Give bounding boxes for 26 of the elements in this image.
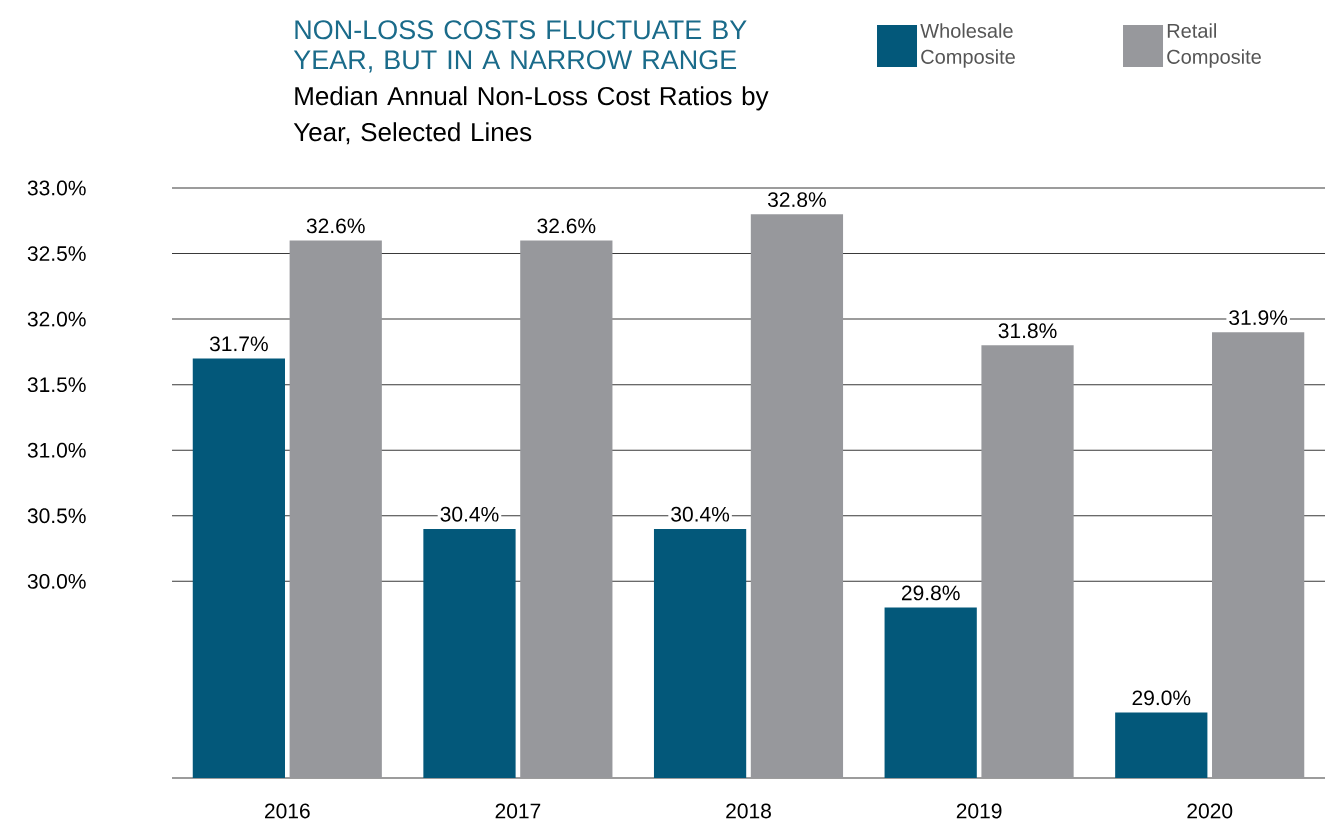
x-tick-label: 2018 [726,803,771,819]
data-label: 31.7% [209,336,268,352]
data-label: 31.9% [1229,310,1288,326]
data-label: 29.8% [901,585,960,601]
x-tick-label: 2017 [495,803,541,819]
data-label: 32.6% [537,218,596,234]
y-tick-label: 31.0% [27,442,86,458]
y-tick-label: 31.5% [27,377,86,393]
chart-subtitle: Median Annual Non-Loss Cost Ratios by Year, Selected Lines [293,86,769,145]
x-tick-label: 2020 [1187,803,1233,819]
y-tick-label: 30.0% [27,573,86,589]
data-label: 32.6% [306,218,365,234]
data-label: 30.4% [440,506,499,522]
y-tick-label: 33.0% [27,180,86,196]
y-tick-label: 30.5% [27,508,86,524]
data-label: 32.8% [767,192,826,208]
y-tick-label: 32.5% [27,246,86,261]
x-tick-label: 2016 [265,803,310,819]
x-tick-label: 2019 [956,803,1002,819]
y-tick-label: 32.0% [27,311,86,327]
data-label: 30.4% [671,506,730,522]
legend-label: Wholesale Composite [920,23,1015,68]
data-label: 31.8% [998,323,1057,339]
legend-label: Retail Composite [1167,23,1261,68]
chart-title: NON-LOSS COSTS FLUCTUATE BY YEAR, BUT IN A NARROW RANGE [293,20,747,73]
data-label: 29.0% [1132,690,1191,706]
